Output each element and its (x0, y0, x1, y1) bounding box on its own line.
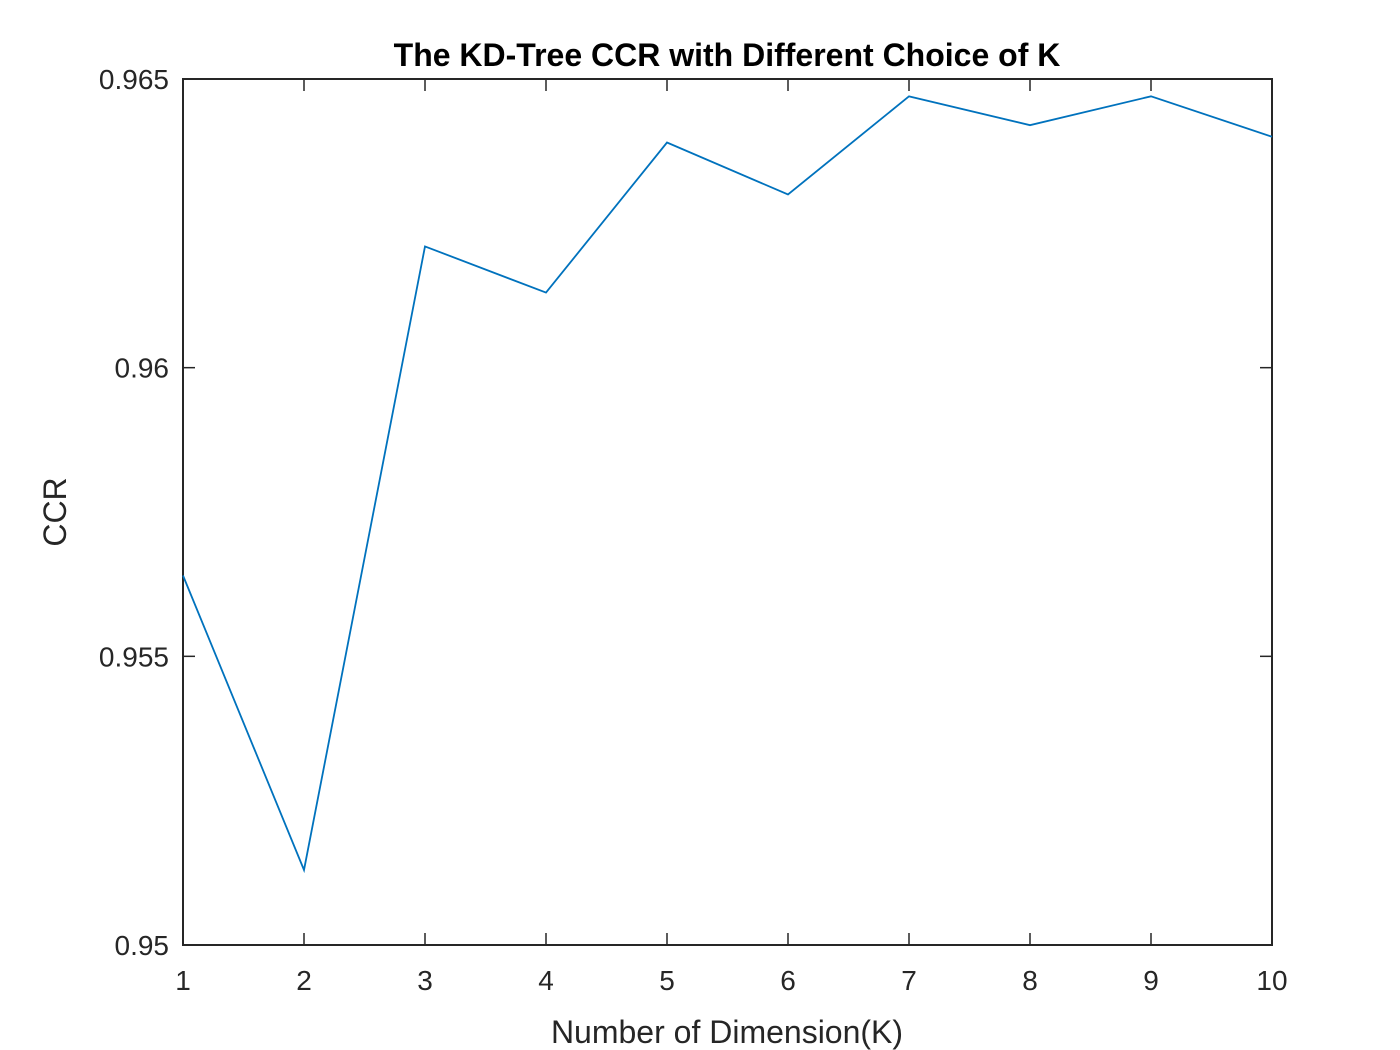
plot-area (182, 78, 1273, 946)
x-tick-label: 3 (417, 965, 433, 996)
y-axis-ticks: 0.95 0.955 0.96 0.965 (99, 64, 1272, 961)
x-tick-label: 5 (659, 965, 675, 996)
x-tick-label: 8 (1022, 965, 1038, 996)
y-tick-label: 0.955 (99, 641, 169, 672)
x-tick-label: 2 (296, 965, 312, 996)
series-line (182, 95, 1273, 874)
x-tick-label: 9 (1143, 965, 1159, 996)
y-tick-label: 0.95 (115, 930, 170, 961)
x-tick-label: 4 (538, 965, 554, 996)
x-axis-ticks: 1 2 3 4 5 6 7 8 9 10 (175, 79, 1288, 996)
x-axis-label: Number of Dimension(K) (551, 1014, 903, 1050)
chart-title: The KD-Tree CCR with Different Choice of… (394, 37, 1061, 73)
x-tick-label: 1 (175, 965, 191, 996)
x-tick-label: 10 (1256, 965, 1287, 996)
series-layer (182, 95, 1273, 874)
y-tick-label: 0.965 (99, 64, 169, 95)
y-tick-label: 0.96 (115, 353, 170, 384)
x-tick-label: 6 (780, 965, 796, 996)
y-axis-label: CCR (37, 477, 73, 546)
x-tick-label: 7 (901, 965, 917, 996)
